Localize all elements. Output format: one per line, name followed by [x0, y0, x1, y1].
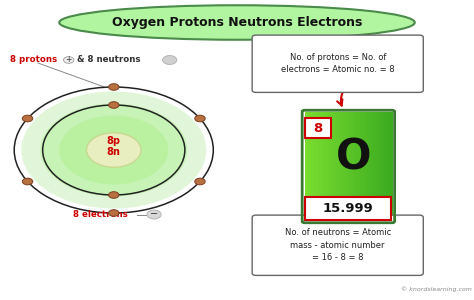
- Bar: [383, 112, 387, 221]
- Bar: [339, 112, 343, 221]
- Bar: [308, 112, 311, 221]
- Ellipse shape: [22, 178, 33, 185]
- Text: No. of protons = No. of
electrons = Atomic no. = 8: No. of protons = No. of electrons = Atom…: [281, 53, 394, 74]
- Bar: [304, 112, 308, 221]
- Bar: [389, 112, 392, 221]
- Ellipse shape: [195, 115, 205, 122]
- Bar: [366, 112, 369, 221]
- Ellipse shape: [147, 210, 161, 219]
- FancyBboxPatch shape: [305, 118, 331, 138]
- Bar: [351, 112, 355, 221]
- Bar: [328, 112, 331, 221]
- Text: Oxygen Protons Neutrons Electrons: Oxygen Protons Neutrons Electrons: [112, 16, 362, 29]
- Ellipse shape: [163, 56, 177, 64]
- Bar: [319, 112, 322, 221]
- Bar: [316, 112, 319, 221]
- Ellipse shape: [195, 178, 205, 185]
- Ellipse shape: [40, 103, 187, 196]
- Text: 15.999: 15.999: [323, 202, 374, 215]
- Bar: [381, 112, 384, 221]
- Ellipse shape: [59, 5, 415, 40]
- Ellipse shape: [22, 115, 33, 122]
- Text: © knordslearning.com: © knordslearning.com: [401, 287, 472, 292]
- Ellipse shape: [59, 116, 168, 184]
- Ellipse shape: [86, 133, 141, 167]
- Text: No. of neutrons = Atomic
mass - atomic number
= 16 - 8 = 8: No. of neutrons = Atomic mass - atomic n…: [284, 228, 391, 262]
- Text: 8 protons: 8 protons: [10, 56, 57, 64]
- Text: −: −: [150, 209, 158, 220]
- Bar: [310, 112, 314, 221]
- Bar: [348, 112, 352, 221]
- Text: 8: 8: [314, 122, 323, 135]
- FancyBboxPatch shape: [305, 197, 391, 220]
- Bar: [322, 112, 326, 221]
- Bar: [331, 112, 334, 221]
- Text: & 8 neutrons: & 8 neutrons: [77, 56, 140, 64]
- Bar: [363, 112, 366, 221]
- Text: O: O: [336, 136, 371, 178]
- Text: 8 electrons: 8 electrons: [73, 210, 128, 219]
- Ellipse shape: [21, 92, 206, 208]
- Bar: [357, 112, 361, 221]
- Ellipse shape: [109, 210, 119, 216]
- Bar: [372, 112, 375, 221]
- Bar: [386, 112, 390, 221]
- Bar: [343, 112, 346, 221]
- Bar: [378, 112, 381, 221]
- Ellipse shape: [64, 57, 74, 63]
- Bar: [374, 112, 378, 221]
- FancyBboxPatch shape: [252, 35, 423, 92]
- Bar: [325, 112, 328, 221]
- Bar: [337, 112, 340, 221]
- Bar: [346, 112, 349, 221]
- Bar: [360, 112, 364, 221]
- Bar: [369, 112, 372, 221]
- Bar: [334, 112, 337, 221]
- Text: 8p
8n: 8p 8n: [107, 136, 121, 157]
- Text: +: +: [65, 56, 72, 64]
- Bar: [313, 112, 317, 221]
- FancyBboxPatch shape: [252, 215, 423, 275]
- Bar: [354, 112, 357, 221]
- Ellipse shape: [109, 192, 119, 198]
- Ellipse shape: [109, 84, 119, 90]
- Ellipse shape: [109, 102, 119, 108]
